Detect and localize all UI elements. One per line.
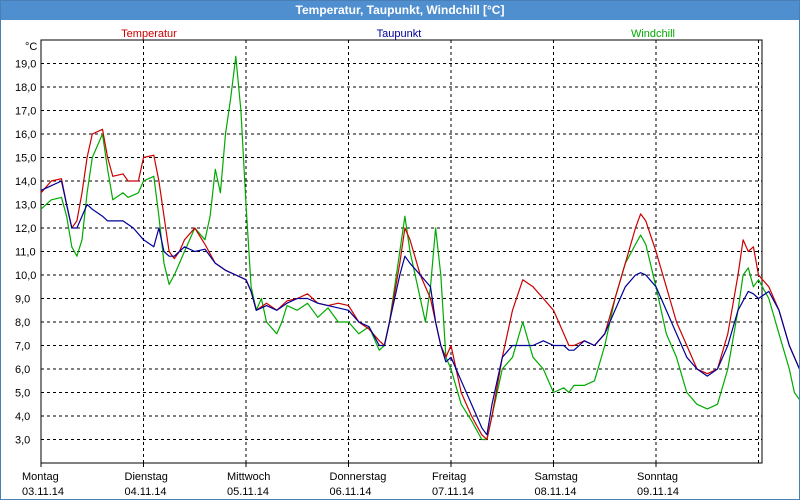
- x-tick-date: 08.11.14: [535, 486, 577, 498]
- y-tick-label: 9,0: [15, 294, 30, 306]
- x-tick-weekday: Dienstag: [125, 471, 168, 483]
- x-tick-weekday: Freitag: [432, 471, 466, 483]
- x-tick-weekday: Donnerstag: [330, 471, 387, 483]
- x-tick-date: 03.11.14: [22, 486, 64, 498]
- series-line-temperatur: [40, 128, 799, 441]
- y-tick-label: 17,0: [15, 106, 36, 118]
- y-tick-label: 16,0: [15, 129, 36, 141]
- legend-windchill: Windchill: [631, 28, 675, 40]
- x-tick-date: 07.11.14: [432, 486, 474, 498]
- x-tick-date: 09.11.14: [637, 486, 679, 498]
- x-tick-weekday: Samstag: [535, 471, 578, 483]
- y-tick-label: 7,0: [15, 341, 30, 353]
- legend-taupunkt: Taupunkt: [377, 28, 422, 40]
- y-tick-label: 18,0: [15, 82, 36, 94]
- legend-temperatur: Temperatur: [121, 28, 177, 40]
- x-tick-weekday: Montag: [22, 471, 59, 483]
- y-tick-label: 15,0: [15, 153, 36, 165]
- y-tick-label: 4,0: [15, 411, 30, 423]
- series-line-taupunkt: [40, 180, 799, 436]
- x-tick-date: 05.11.14: [227, 486, 269, 498]
- y-tick-label: 5,0: [15, 388, 30, 400]
- x-tick-weekday: Sonntag: [637, 471, 678, 483]
- y-axis-label: °C: [25, 41, 37, 53]
- y-tick-label: 12,0: [15, 223, 36, 235]
- y-tick-label: 11,0: [15, 247, 36, 259]
- y-tick-label: 8,0: [15, 317, 30, 329]
- line-chart: 3,0 4,0 5,0 6,0 7,0 8,0 9,0 10,0 11,0 12,0 13,0 14,…: [15, 28, 799, 498]
- x-tick-date: 06.11.14: [330, 486, 372, 498]
- y-tick-label: 3,0: [15, 435, 30, 447]
- chart-area: 3,0 4,0 5,0 6,0 7,0 8,0 9,0 10,0 11,0 12,0 13,0 14,…: [1, 20, 799, 499]
- x-tick-weekday: Mittwoch: [227, 471, 270, 483]
- x-tick-date: 04.11.14: [125, 486, 167, 498]
- window-title: Temperatur, Taupunkt, Windchill [°C]: [1, 1, 799, 20]
- y-tick-label: 13,0: [15, 200, 36, 212]
- y-tick-label: 14,0: [15, 176, 36, 188]
- y-tick-label: 6,0: [15, 364, 30, 376]
- y-tick-label: 10,0: [15, 270, 36, 282]
- y-tick-label: 19,0: [15, 59, 36, 71]
